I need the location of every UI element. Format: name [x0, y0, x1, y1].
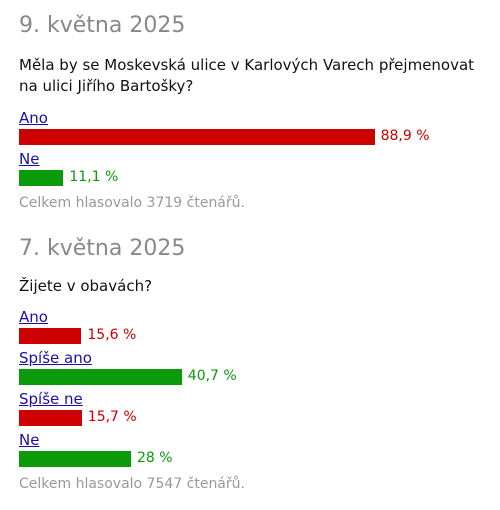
- answer-result-row: 28 %: [19, 450, 481, 467]
- poll-may-9: 9. května 2025 Měla by se Moskevská ulic…: [19, 10, 481, 212]
- poll-answer: Ne 11,1 %: [19, 149, 481, 186]
- poll-total-votes: Celkem hlasovalo 7547 čtenářů.: [19, 476, 245, 492]
- poll-total-votes: Celkem hlasovalo 3719 čtenářů.: [19, 195, 245, 211]
- result-percent: 28 %: [137, 450, 173, 466]
- result-percent: 88,9 %: [380, 128, 430, 144]
- poll-answer: Spíše ano 40,7 %: [19, 348, 481, 385]
- result-percent: 15,7 %: [87, 409, 137, 425]
- answer-result-row: 11,1 %: [19, 169, 481, 186]
- answer-result-row: 88,9 %: [19, 128, 481, 145]
- result-bar: [19, 169, 64, 186]
- answer-link-ne[interactable]: Ne: [19, 431, 40, 449]
- result-bar: [19, 128, 375, 145]
- poll-answer: Spíše ne 15,7 %: [19, 389, 481, 426]
- answer-result-row: 40,7 %: [19, 368, 481, 385]
- result-bar: [19, 327, 82, 344]
- result-percent: 11,1 %: [69, 169, 119, 185]
- result-bar: [19, 368, 182, 385]
- poll-date: 9. května 2025: [19, 13, 186, 38]
- answer-link-ano[interactable]: Ano: [19, 308, 48, 326]
- answer-link-ne[interactable]: Ne: [19, 150, 40, 168]
- poll-answer: Ano 15,6 %: [19, 307, 481, 344]
- poll-answers: Ano 88,9 % Ne 11,1 %: [19, 108, 481, 186]
- answer-result-row: 15,7 %: [19, 409, 481, 426]
- result-percent: 40,7 %: [187, 368, 237, 384]
- answer-link-ano[interactable]: Ano: [19, 109, 48, 127]
- poll-question: Žijete v obavách?: [19, 277, 153, 295]
- poll-date: 7. května 2025: [19, 236, 186, 261]
- result-bar: [19, 450, 131, 467]
- result-bar: [19, 409, 82, 426]
- answer-link-spise-ne[interactable]: Spíše ne: [19, 390, 83, 408]
- poll-question: Měla by se Moskevská ulice v Karlových V…: [19, 56, 475, 95]
- poll-answer: Ano 88,9 %: [19, 108, 481, 145]
- poll-answers: Ano 15,6 % Spíše ano 40,7 % Spíše ne 15,…: [19, 307, 481, 467]
- answer-link-spise-ano[interactable]: Spíše ano: [19, 349, 92, 367]
- result-percent: 15,6 %: [87, 327, 137, 343]
- answer-result-row: 15,6 %: [19, 327, 481, 344]
- poll-may-7: 7. května 2025 Žijete v obavách? Ano 15,…: [19, 233, 481, 493]
- poll-answer: Ne 28 %: [19, 430, 481, 467]
